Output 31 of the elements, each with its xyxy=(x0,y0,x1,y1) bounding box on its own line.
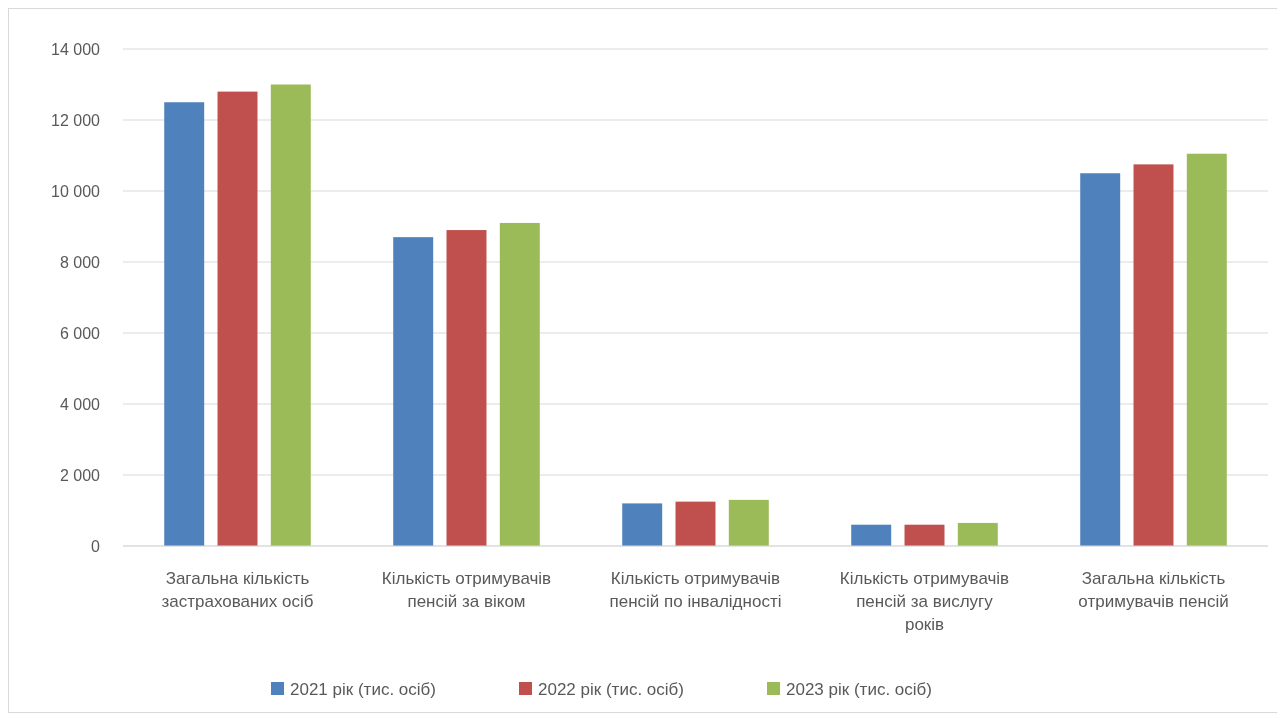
y-tick-label: 10 000 xyxy=(51,182,101,200)
x-tick-label: Кількість отримувачів пенсій за вислугу років xyxy=(839,569,1010,634)
x-tick-label: Загальна кількість отримувачів пенсій xyxy=(1078,569,1229,611)
x-tick-label: Кількість отримувачів пенсій по інвалідності xyxy=(609,569,782,611)
bar xyxy=(728,499,769,546)
x-tick-label: Загальна кількість застрахованих осіб xyxy=(161,569,314,611)
y-tick-label: 0 xyxy=(91,537,101,555)
bar xyxy=(217,91,258,546)
bar xyxy=(1186,153,1227,546)
y-tick-label: 14 000 xyxy=(51,40,101,58)
bar xyxy=(446,230,487,546)
y-tick-label: 6 000 xyxy=(59,324,101,342)
legend-label: 2023 рік (тис. осіб) xyxy=(786,679,932,699)
bar xyxy=(164,102,205,546)
bar xyxy=(499,222,540,546)
bar xyxy=(675,501,716,546)
y-tick-label: 2 000 xyxy=(59,466,101,484)
x-tick-label: Кількість отримувачів пенсій за віком xyxy=(381,569,552,611)
bar xyxy=(1133,164,1174,546)
bar xyxy=(393,237,434,546)
y-tick-label: 4 000 xyxy=(59,395,101,413)
y-tick-label: 12 000 xyxy=(51,111,101,129)
bar xyxy=(1080,173,1121,546)
bar xyxy=(904,524,945,546)
bar xyxy=(851,524,892,546)
legend-label: 2021 рік (тис. осіб) xyxy=(290,679,436,699)
y-tick-label: 8 000 xyxy=(59,253,101,271)
bar xyxy=(957,522,998,546)
bar xyxy=(622,503,663,546)
bar xyxy=(270,84,311,546)
legend-label: 2022 рік (тис. осіб) xyxy=(538,679,684,699)
